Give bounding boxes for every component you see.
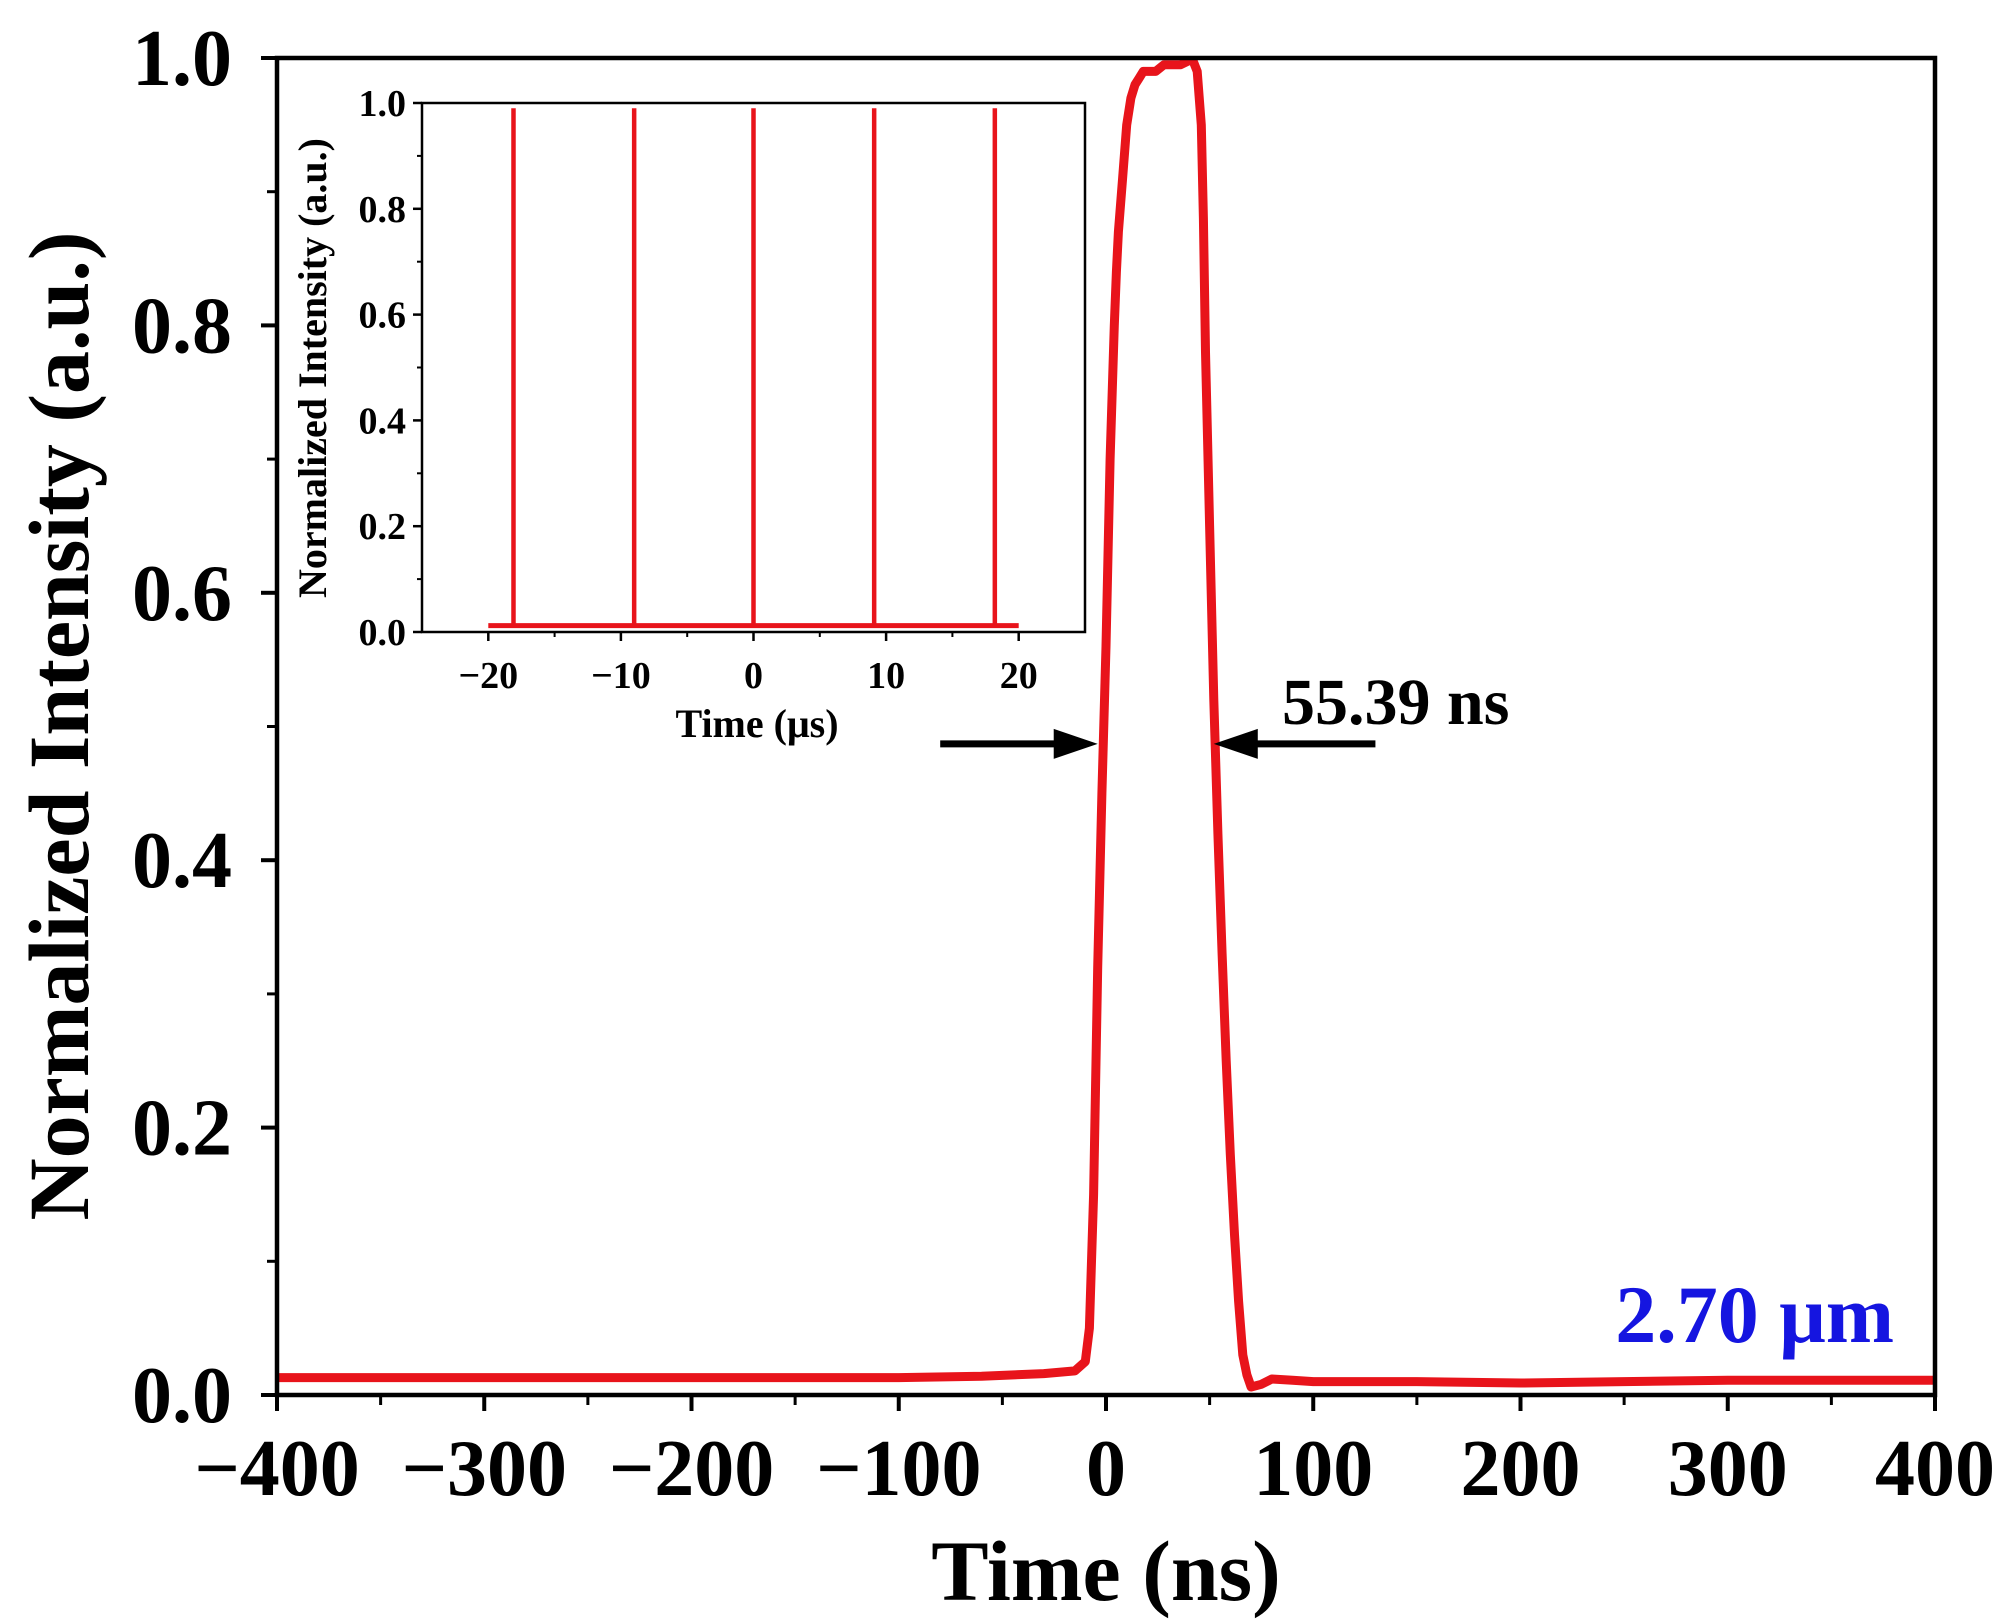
inset-x-axis-label: Time (μs) <box>675 701 838 746</box>
main-x-tick-label: 100 <box>1253 1425 1373 1513</box>
main-x-tick-label: 400 <box>1875 1425 1995 1513</box>
fwhm-left-arrow-head <box>1053 728 1098 759</box>
inset-y-tick-label: 0.2 <box>359 506 407 548</box>
inset-x-ticks: −20 −10 0 10 20 <box>458 632 1038 697</box>
inset-chart: −20 −10 0 10 20 0.0 0.2 0.4 0.6 0.8 1.0 Time (μs)… <box>290 83 1087 746</box>
inset-y-tick-label: 0.0 <box>359 612 407 654</box>
main-y-ticks: 0.0 0.2 0.4 0.6 0.8 1.0 <box>132 15 277 1440</box>
main-x-tick-label: 200 <box>1461 1425 1581 1513</box>
inset-x-tick-label: −20 <box>458 655 518 697</box>
main-series-line <box>277 56 1935 1392</box>
inset-x-tick-label: −10 <box>591 655 651 697</box>
main-x-tick-label: 0 <box>1086 1425 1126 1513</box>
main-x-tick-label: −100 <box>816 1425 982 1513</box>
inset-x-tick-label: 20 <box>1000 655 1038 697</box>
main-x-tick-label: −200 <box>609 1425 775 1513</box>
main-x-ticks: −400 −300 −200 −100 0 100 200 300 400 <box>194 1395 1995 1513</box>
main-y-tick-label: 0.0 <box>132 1352 232 1440</box>
main-y-tick-label: 0.4 <box>132 817 232 905</box>
inset-pulses <box>511 108 998 626</box>
main-y-tick-label: 0.2 <box>132 1085 232 1173</box>
main-x-tick-label: 300 <box>1668 1425 1788 1513</box>
inset-y-tick-label: 0.8 <box>359 189 407 231</box>
wavelength-label: 2.70 μm <box>1615 1269 1894 1360</box>
fwhm-label: 55.39 ns <box>1282 666 1509 739</box>
main-x-tick-label: −300 <box>401 1425 567 1513</box>
main-x-axis-label: Time (ns) <box>931 1523 1281 1619</box>
main-y-tick-label: 1.0 <box>132 15 232 103</box>
inset-y-tick-label: 0.6 <box>359 295 407 337</box>
main-chart: −400 −300 −200 −100 0 100 200 300 400 0.00.20.40… <box>11 15 1995 1619</box>
main-y-axis-label: Normalized Intensity (a.u.) <box>11 232 107 1221</box>
fwhm-annotation: 55.39 ns <box>940 666 1509 759</box>
inset-y-axis-label: Normalized Intensity (a.u.) <box>290 138 335 598</box>
inset-y-tick-label: 1.0 <box>359 83 407 125</box>
inset-x-tick-label: 10 <box>867 655 905 697</box>
main-y-tick-label: 0.6 <box>132 550 232 638</box>
main-y-tick-label: 0.8 <box>132 282 232 370</box>
inset-x-tick-label: 0 <box>744 655 763 697</box>
inset-y-ticks: 0.0 0.2 0.4 0.6 0.8 1.0 <box>359 83 422 654</box>
main-x-tick-label: −400 <box>194 1425 360 1513</box>
fwhm-right-arrow-head <box>1213 728 1258 759</box>
inset-y-tick-label: 0.4 <box>359 400 407 442</box>
